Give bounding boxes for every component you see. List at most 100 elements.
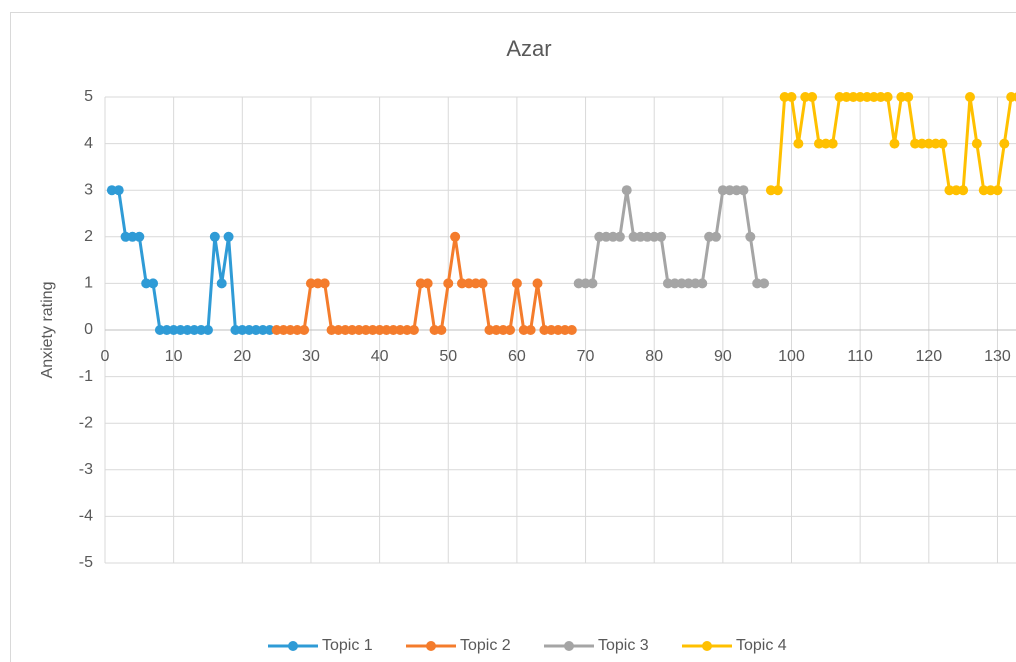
point (106, 185, 117, 196)
point (566, 325, 577, 335)
point (642, 231, 653, 242)
legend-marker (426, 641, 436, 651)
point (999, 138, 1010, 149)
y-axis-label: Anxiety rating (39, 282, 56, 379)
point (662, 278, 673, 289)
point (436, 325, 447, 335)
point (717, 185, 728, 196)
point (710, 231, 721, 242)
point (635, 231, 646, 242)
point (985, 185, 996, 196)
point (923, 138, 934, 149)
x-tick-label: 70 (577, 348, 595, 365)
point (779, 92, 790, 102)
point (127, 231, 138, 242)
point (463, 278, 474, 289)
point (910, 138, 921, 149)
x-tick-label: 90 (714, 348, 732, 365)
point (601, 231, 612, 242)
point (395, 325, 406, 335)
x-tick-label: 130 (984, 348, 1011, 365)
point (690, 278, 701, 289)
point (202, 325, 213, 335)
point (415, 278, 426, 289)
point (765, 185, 776, 196)
point (161, 325, 172, 335)
point (841, 92, 852, 102)
point (347, 325, 358, 335)
point (855, 92, 866, 102)
point (374, 325, 385, 335)
y-tick-label: -1 (79, 368, 93, 385)
point (546, 325, 557, 335)
point (134, 231, 145, 242)
point (525, 325, 536, 335)
point (594, 231, 605, 242)
point (367, 325, 378, 335)
y-tick-label: 1 (84, 275, 93, 292)
point (793, 138, 804, 149)
point (656, 231, 667, 242)
point (326, 325, 337, 335)
point (944, 185, 955, 196)
point (868, 92, 879, 102)
point (930, 138, 941, 149)
x-tick-label: 20 (233, 348, 251, 365)
point (786, 92, 797, 102)
point (958, 185, 969, 196)
point (216, 278, 227, 289)
y-tick-label: 3 (84, 181, 93, 198)
point (896, 92, 907, 102)
x-tick-label: 100 (778, 348, 805, 365)
point (827, 138, 838, 149)
point (484, 325, 495, 335)
point (916, 138, 927, 149)
point (470, 278, 481, 289)
point (511, 278, 522, 289)
y-tick-label: -4 (79, 508, 93, 525)
point (862, 92, 873, 102)
point (669, 278, 680, 289)
x-tick-label: 110 (847, 348, 873, 365)
x-tick-label: 10 (165, 348, 183, 365)
point (388, 325, 399, 335)
point (813, 138, 824, 149)
point (168, 325, 179, 335)
point (889, 138, 900, 149)
point (237, 325, 248, 335)
point (491, 325, 502, 335)
point (745, 231, 756, 242)
point (271, 325, 282, 335)
point (532, 278, 543, 289)
point (209, 231, 220, 242)
point (244, 325, 255, 335)
point (305, 278, 316, 289)
point (443, 278, 454, 289)
point (614, 231, 625, 242)
point (408, 325, 419, 335)
legend-label: Topic 1 (322, 637, 373, 654)
point (505, 325, 516, 335)
point (978, 185, 989, 196)
point (456, 278, 467, 289)
y-tick-label: 2 (84, 228, 93, 245)
legend-marker (564, 641, 574, 651)
point (182, 325, 193, 335)
point (278, 325, 289, 335)
point (1013, 92, 1016, 102)
y-tick-label: 4 (84, 135, 93, 152)
point (834, 92, 845, 102)
point (553, 325, 564, 335)
point (573, 278, 584, 289)
point (882, 92, 893, 102)
point (1006, 92, 1016, 102)
point (429, 325, 440, 335)
point (477, 278, 488, 289)
legend-label: Topic 3 (598, 637, 649, 654)
point (264, 325, 275, 335)
y-tick-label: -2 (79, 414, 93, 431)
x-tick-label: 60 (508, 348, 526, 365)
point (807, 92, 818, 102)
legend-marker (702, 641, 712, 651)
point (752, 278, 763, 289)
